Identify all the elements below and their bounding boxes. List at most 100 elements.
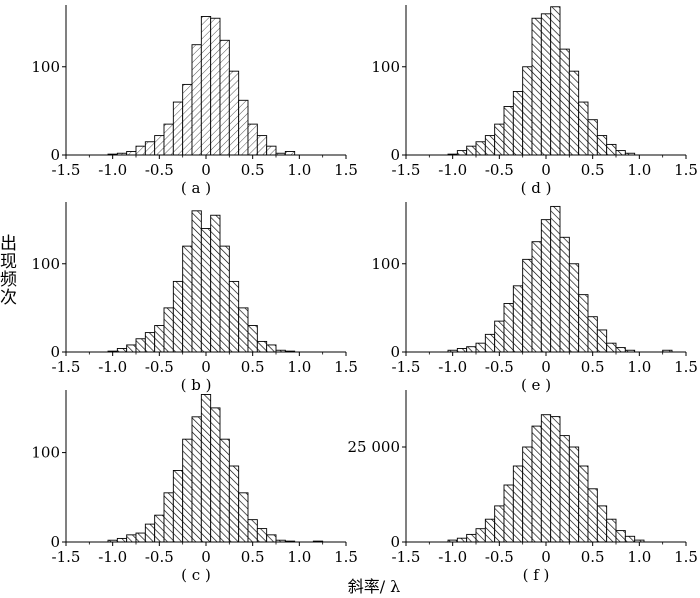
bar — [228, 70, 240, 156]
x-tick-label: -1.0 — [438, 548, 467, 566]
x-tick-label: -1.5 — [52, 161, 81, 179]
bar — [615, 347, 626, 353]
bar — [154, 135, 165, 156]
x-tick-label: 1.0 — [627, 161, 651, 179]
bar — [247, 325, 258, 353]
bar — [494, 123, 505, 156]
bar — [615, 530, 626, 543]
bar — [154, 325, 165, 353]
x-tick-label: -1.5 — [52, 548, 81, 566]
bar — [126, 344, 137, 353]
x-tick-label: 1.0 — [287, 548, 311, 566]
bar — [256, 528, 268, 543]
x-tick-label: 1.0 — [287, 358, 311, 376]
x-tick-label: 1.0 — [287, 161, 311, 179]
bar — [606, 342, 617, 353]
panel-caption: ( d ) — [521, 179, 552, 197]
bar — [200, 394, 212, 543]
y-tick-label: 100 — [31, 444, 60, 462]
bar — [238, 99, 249, 156]
bar — [144, 141, 156, 156]
bar — [568, 446, 580, 543]
bar — [284, 151, 296, 156]
bar — [466, 533, 477, 543]
y-tick-label: 0 — [50, 533, 60, 551]
x-tick-label: 1.5 — [334, 161, 358, 179]
x-tick-label: 1.5 — [674, 358, 698, 376]
x-tick-label: -0.5 — [485, 358, 514, 376]
x-tick-label: -0.5 — [485, 161, 514, 179]
bar — [606, 143, 617, 156]
bar — [219, 438, 230, 543]
x-tick-label: -0.5 — [145, 358, 174, 376]
bar — [559, 435, 570, 543]
bar — [172, 470, 184, 543]
bar — [256, 340, 268, 353]
bar — [172, 101, 184, 156]
bar — [456, 348, 468, 353]
bar — [256, 135, 268, 156]
x-tick-label: -1.0 — [98, 548, 127, 566]
bar — [116, 537, 128, 543]
y-tick-label: 100 — [371, 58, 400, 76]
bar — [191, 44, 202, 156]
x-axis-label: 斜率/ λ — [348, 577, 401, 596]
bar — [531, 17, 542, 156]
bar — [475, 342, 486, 353]
bar — [154, 514, 165, 543]
bar — [559, 48, 570, 156]
y-tick-label: 25 000 — [348, 438, 401, 456]
panel-2: -1.5 -1.0 -0.5 0 0.5 1.0 1.5 0 100 ( c ) — [31, 390, 358, 584]
bar — [191, 416, 202, 543]
x-tick-label: 0.5 — [581, 161, 605, 179]
bar — [456, 150, 468, 156]
x-tick-label: 0 — [541, 358, 551, 376]
x-tick-label: -0.5 — [145, 161, 174, 179]
bar — [210, 407, 221, 543]
bar — [503, 106, 514, 156]
bar — [475, 528, 486, 543]
bar — [578, 101, 589, 156]
y-tick-label: 0 — [390, 343, 400, 361]
bar — [247, 123, 258, 156]
bar — [163, 492, 174, 543]
bar — [531, 241, 542, 353]
bar — [135, 532, 146, 543]
bar — [126, 534, 137, 543]
bar — [456, 537, 468, 543]
bar — [182, 83, 193, 156]
panel-0: -1.5 -1.0 -0.5 0 0.5 1.0 1.5 0 100 ( a ) — [31, 5, 358, 197]
bar — [522, 258, 533, 353]
bar — [126, 151, 137, 156]
bar — [512, 285, 524, 353]
bar — [210, 214, 221, 353]
panel-caption: ( a ) — [181, 179, 211, 197]
x-tick-label: 1.0 — [627, 358, 651, 376]
panel-3: -1.5 -1.0 -0.5 0 0.5 1.0 1.5 0 100 ( d ) — [371, 5, 698, 197]
bar — [522, 66, 533, 156]
bar — [494, 320, 505, 353]
bar — [587, 316, 598, 353]
y-tick-label: 100 — [31, 255, 60, 273]
bar — [596, 135, 608, 156]
bar — [238, 492, 249, 543]
bar — [606, 518, 617, 543]
bar — [624, 535, 636, 543]
bar — [266, 344, 277, 353]
bar — [266, 145, 277, 156]
x-tick-label: 0 — [541, 548, 551, 566]
x-tick-label: 0.5 — [241, 548, 265, 566]
x-tick-label: 0.5 — [581, 548, 605, 566]
bar — [522, 446, 533, 543]
x-tick-label: -1.0 — [98, 358, 127, 376]
x-tick-label: -1.0 — [438, 161, 467, 179]
bar — [540, 13, 552, 156]
y-tick-label: 0 — [50, 343, 60, 361]
bar — [144, 332, 156, 353]
bar — [266, 534, 277, 543]
bar — [512, 465, 524, 543]
x-tick-label: -1.5 — [392, 358, 421, 376]
x-tick-label: -0.5 — [485, 548, 514, 566]
bar — [484, 518, 496, 543]
panel-1: -1.5 -1.0 -0.5 0 0.5 1.0 1.5 0 100 ( b ) — [31, 202, 358, 394]
